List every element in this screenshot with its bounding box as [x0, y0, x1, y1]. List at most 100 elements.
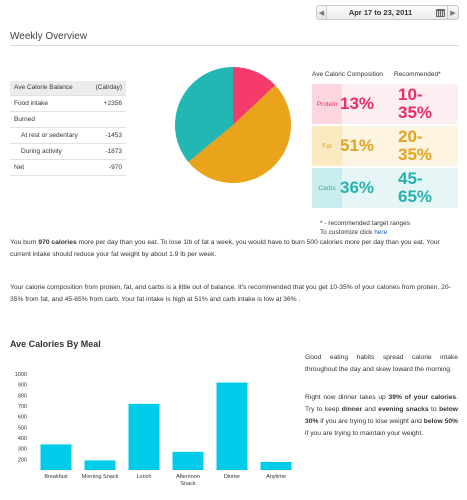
advice-part: if you are trying to maintain your weigh… [305, 430, 424, 437]
composition-col-header: Ave Caloric Composition [312, 71, 384, 78]
y-tick-label: 600 [18, 415, 27, 421]
composition-percent: 51% [340, 136, 375, 155]
table-row: Burned [10, 111, 126, 128]
advice-highlight: below 30% [305, 406, 459, 425]
row-value: -970 [88, 159, 126, 176]
composition-label: Carbs [312, 168, 342, 208]
bar-breakfast [40, 444, 72, 470]
summary-text-start: You burn [10, 239, 39, 246]
composition-row-fat: Fat 51% 20- 35% [312, 126, 458, 167]
pie-slice-carbs [175, 67, 233, 162]
recommended-col-header: Recommended* [394, 71, 441, 78]
header-label: Ave Calorie Balance [10, 81, 89, 96]
composition-percent: 13% [340, 94, 375, 113]
next-week-button[interactable]: ▶ [448, 5, 459, 20]
bar-morning-snack [84, 460, 116, 470]
y-tick-label: 400 [18, 436, 27, 442]
date-range-picker: ◀ Apr 17 to 23, 2011 ▶ [316, 5, 459, 20]
recommended-low: 20- [398, 127, 423, 146]
bar-dinner [216, 382, 248, 470]
x-tick-label: Lunch [137, 474, 152, 480]
row-label: Food intake [10, 95, 89, 112]
y-tick-label: 500 [18, 425, 27, 431]
composition-row-protein: Protein 13% 10- 35% [312, 84, 458, 125]
table-row: Net -970 [10, 159, 126, 176]
advice-highlight: dinner [341, 406, 363, 413]
meals-tip-text: Good eating habits spread calorie intake… [305, 354, 458, 373]
row-value [88, 111, 126, 128]
composition-pie-chart [175, 67, 292, 184]
advice-part: . Try to keep [305, 394, 458, 413]
composition-recommended: 10- 35% [398, 86, 432, 122]
x-tick-label: Snack [180, 481, 196, 487]
bar-afternoon-snack [172, 451, 204, 470]
chevron-left-icon: ◀ [318, 9, 325, 17]
composition-note: * - recommended target ranges To customi… [320, 219, 410, 237]
pie-slice-protein [233, 67, 276, 125]
advice-part: and [362, 406, 379, 413]
pie-slice-fat [188, 85, 292, 184]
date-range-display[interactable]: Apr 17 to 23, 2011 [327, 5, 434, 20]
table-header-row: Ave Calorie Balance (Cal/day) [10, 81, 126, 96]
y-tick-label: 700 [18, 404, 27, 410]
dinner-advice-text: Right now dinner takes up 39% of your ca… [305, 392, 458, 440]
chevron-right-icon: ▶ [450, 9, 456, 17]
meals-chart-title: Ave Calories By Meal [10, 339, 101, 349]
calendar-button[interactable] [434, 5, 448, 20]
x-tick-label: Anytime [266, 474, 286, 480]
composition-recommended: 45- 65% [398, 170, 432, 206]
advice-part: to [428, 406, 440, 413]
recommended-low: 10- [398, 85, 423, 104]
customize-link[interactable]: here [374, 229, 388, 236]
bar-anytime [260, 462, 292, 470]
row-value: +2356 [88, 95, 126, 112]
y-tick-label: 300 [18, 447, 27, 453]
summary-calories: 970 calories [38, 239, 77, 246]
row-value: -1453 [88, 127, 126, 144]
x-tick-label: Dinner [224, 474, 240, 480]
advice-highlight: below 50% [423, 418, 458, 425]
summary-text-end: more per day than you eat. To lose 1lb o… [10, 239, 440, 258]
x-tick-label: Breakfast [44, 474, 68, 480]
recommended-high: 65% [398, 187, 433, 206]
header-unit: (Cal/day) [88, 81, 126, 96]
y-tick-label: 1000 [15, 372, 27, 378]
bar-lunch [128, 403, 160, 470]
calorie-summary-text: You burn 970 calories more per day than … [10, 237, 460, 261]
x-tick-label: Afternoon [176, 474, 200, 480]
recommended-high: 35% [398, 103, 433, 122]
recommended-low: 45- [398, 169, 423, 188]
table-row: Food intake +2356 [10, 95, 126, 112]
composition-percent: 36% [340, 178, 375, 197]
divider [10, 45, 459, 46]
composition-summary-text: Your calorie composition from protein, f… [10, 284, 451, 303]
calories-by-meal-chart: 200 300 400 500 600 700 800 900 1000 Breakfast Mor… [15, 372, 292, 487]
y-tick-label: 900 [18, 383, 27, 389]
row-label: At rest or sedentary [10, 127, 89, 144]
prev-week-button[interactable]: ◀ [316, 5, 327, 20]
advice-highlight: 39% of your calories [388, 394, 457, 401]
composition-header: Ave Caloric Composition Recommended* [312, 71, 441, 78]
y-tick-label: 200 [18, 457, 27, 463]
page-title: Weekly Overview [10, 31, 88, 42]
table-row: At rest or sedentary -1453 [10, 127, 126, 144]
y-tick-label: 800 [18, 393, 27, 399]
row-label: Net [10, 159, 89, 176]
x-tick-label: Morning Snack [82, 474, 119, 480]
calorie-balance-table: Ave Calorie Balance (Cal/day) Food intak… [10, 81, 126, 176]
recommended-high: 35% [398, 145, 433, 164]
calendar-icon [436, 8, 445, 17]
customize-line: To customize click here [320, 228, 410, 237]
table-row: During activity -1873 [10, 143, 126, 160]
composition-label: Protein [312, 84, 342, 124]
row-label: Burned [10, 111, 89, 128]
composition-recommended: 20- 35% [398, 128, 432, 164]
customize-prefix: To customize click [320, 229, 375, 236]
recommended-footnote: * - recommended target ranges [320, 220, 410, 227]
row-label: During activity [10, 143, 89, 160]
composition-row-carbs: Carbs 36% 45- 65% [312, 168, 458, 209]
advice-part: Right now dinner takes up [305, 394, 389, 401]
row-value: -1873 [88, 143, 126, 160]
advice-highlight: evening snacks [378, 406, 429, 413]
composition-label: Fat [312, 126, 342, 166]
